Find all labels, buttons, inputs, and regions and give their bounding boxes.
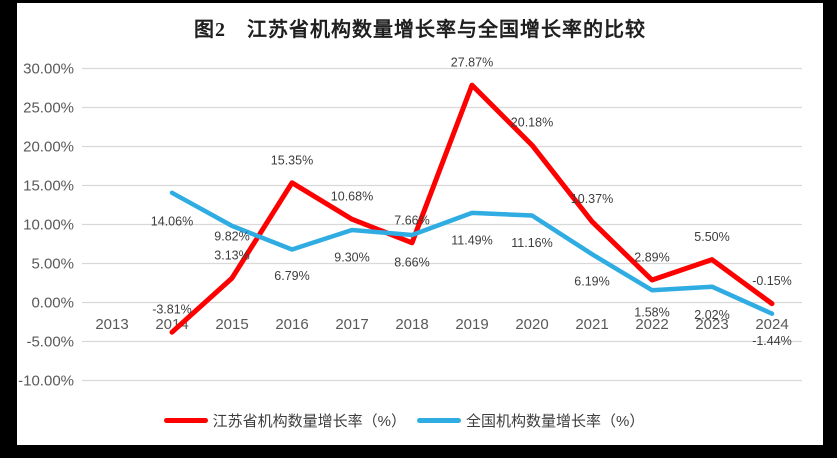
legend-item-national: 全国机构数量增长率（%）: [417, 410, 644, 431]
jiangsu-series-line: [169, 82, 775, 335]
data-label: 6.19%: [574, 275, 609, 289]
legend-item-jiangsu: 江苏省机构数量增长率（%）: [163, 410, 406, 431]
plot-area: 30.00% 25.00% 20.00% 15.00% 10.00% 5.00% 0.00%…: [18, 56, 802, 390]
data-label: 20.18%: [511, 116, 553, 130]
data-label: 2.89%: [634, 251, 669, 265]
data-label: 9.30%: [334, 251, 369, 265]
data-label: 9.82%: [214, 229, 249, 243]
data-label: 27.87%: [451, 56, 493, 70]
y-axis-tick-label: 30.00%: [23, 61, 74, 78]
chart-title: 图2 江苏省机构数量增长率与全国增长率的比较: [194, 19, 646, 41]
x-axis-tick-label: 2023: [695, 316, 728, 333]
data-label: 10.37%: [571, 192, 613, 206]
y-axis-tick-label: -5.00%: [26, 334, 74, 351]
jiangsu-series-line-icon: [163, 418, 208, 423]
data-label: 14.06%: [151, 214, 193, 228]
y-axis-tick-label: 15.00%: [23, 178, 74, 195]
data-label: 15.35%: [271, 153, 313, 167]
y-axis-tick-label: 5.00%: [31, 256, 74, 273]
x-axis-tick-label: 2024: [755, 316, 788, 333]
data-label: 2.02%: [694, 308, 729, 322]
x-axis-tick-label: 2019: [455, 316, 488, 333]
x-axis-tick-label: 2013: [95, 316, 128, 333]
y-axis-tick-label: -10.00%: [18, 373, 74, 390]
data-label: 10.68%: [331, 190, 373, 204]
x-axis-tick-label: 2021: [575, 316, 608, 333]
data-label: 1.58%: [634, 306, 669, 320]
x-axis-tick-label: 2014: [155, 316, 188, 333]
national-series-line: [169, 190, 775, 316]
data-label: -1.44%: [752, 334, 792, 348]
chart-panel: 图2 江苏省机构数量增长率与全国增长率的比较 30.00% 25.00% 20.00…: [17, 3, 823, 445]
data-label: 3.13%: [214, 249, 249, 263]
y-axis-tick-label: 10.00%: [23, 217, 74, 234]
y-axis-tick-label: 20.00%: [23, 139, 74, 156]
y-axis-tick-label: 25.00%: [23, 100, 74, 117]
legend-label-national: 全国机构数量增长率（%）: [466, 413, 645, 430]
x-axis-tick-label: 2020: [515, 316, 548, 333]
x-axis-tick-label: 2015: [215, 316, 248, 333]
data-label: 11.16%: [511, 236, 552, 250]
data-label: 11.49%: [451, 233, 492, 247]
national-series-line-icon: [417, 418, 461, 423]
data-label: 5.50%: [694, 230, 729, 244]
y-axis-tick-label: 0.00%: [31, 295, 74, 312]
x-axis-tick-label: 2016: [275, 316, 308, 333]
x-axis-tick-label: 2017: [335, 316, 368, 333]
legend-label-jiangsu: 江苏省机构数量增长率（%）: [212, 413, 406, 430]
legend: 江苏省机构数量增长率（%） 全国机构数量增长率（%）: [17, 410, 823, 431]
data-label: 7.66%: [394, 213, 429, 227]
data-label: 8.66%: [394, 256, 429, 270]
x-axis-tick-label: 2022: [635, 316, 668, 333]
data-label: 6.79%: [274, 269, 309, 283]
data-label: -3.81%: [152, 303, 192, 317]
data-label: -0.15%: [752, 274, 792, 288]
x-axis-tick-label: 2018: [395, 316, 428, 333]
